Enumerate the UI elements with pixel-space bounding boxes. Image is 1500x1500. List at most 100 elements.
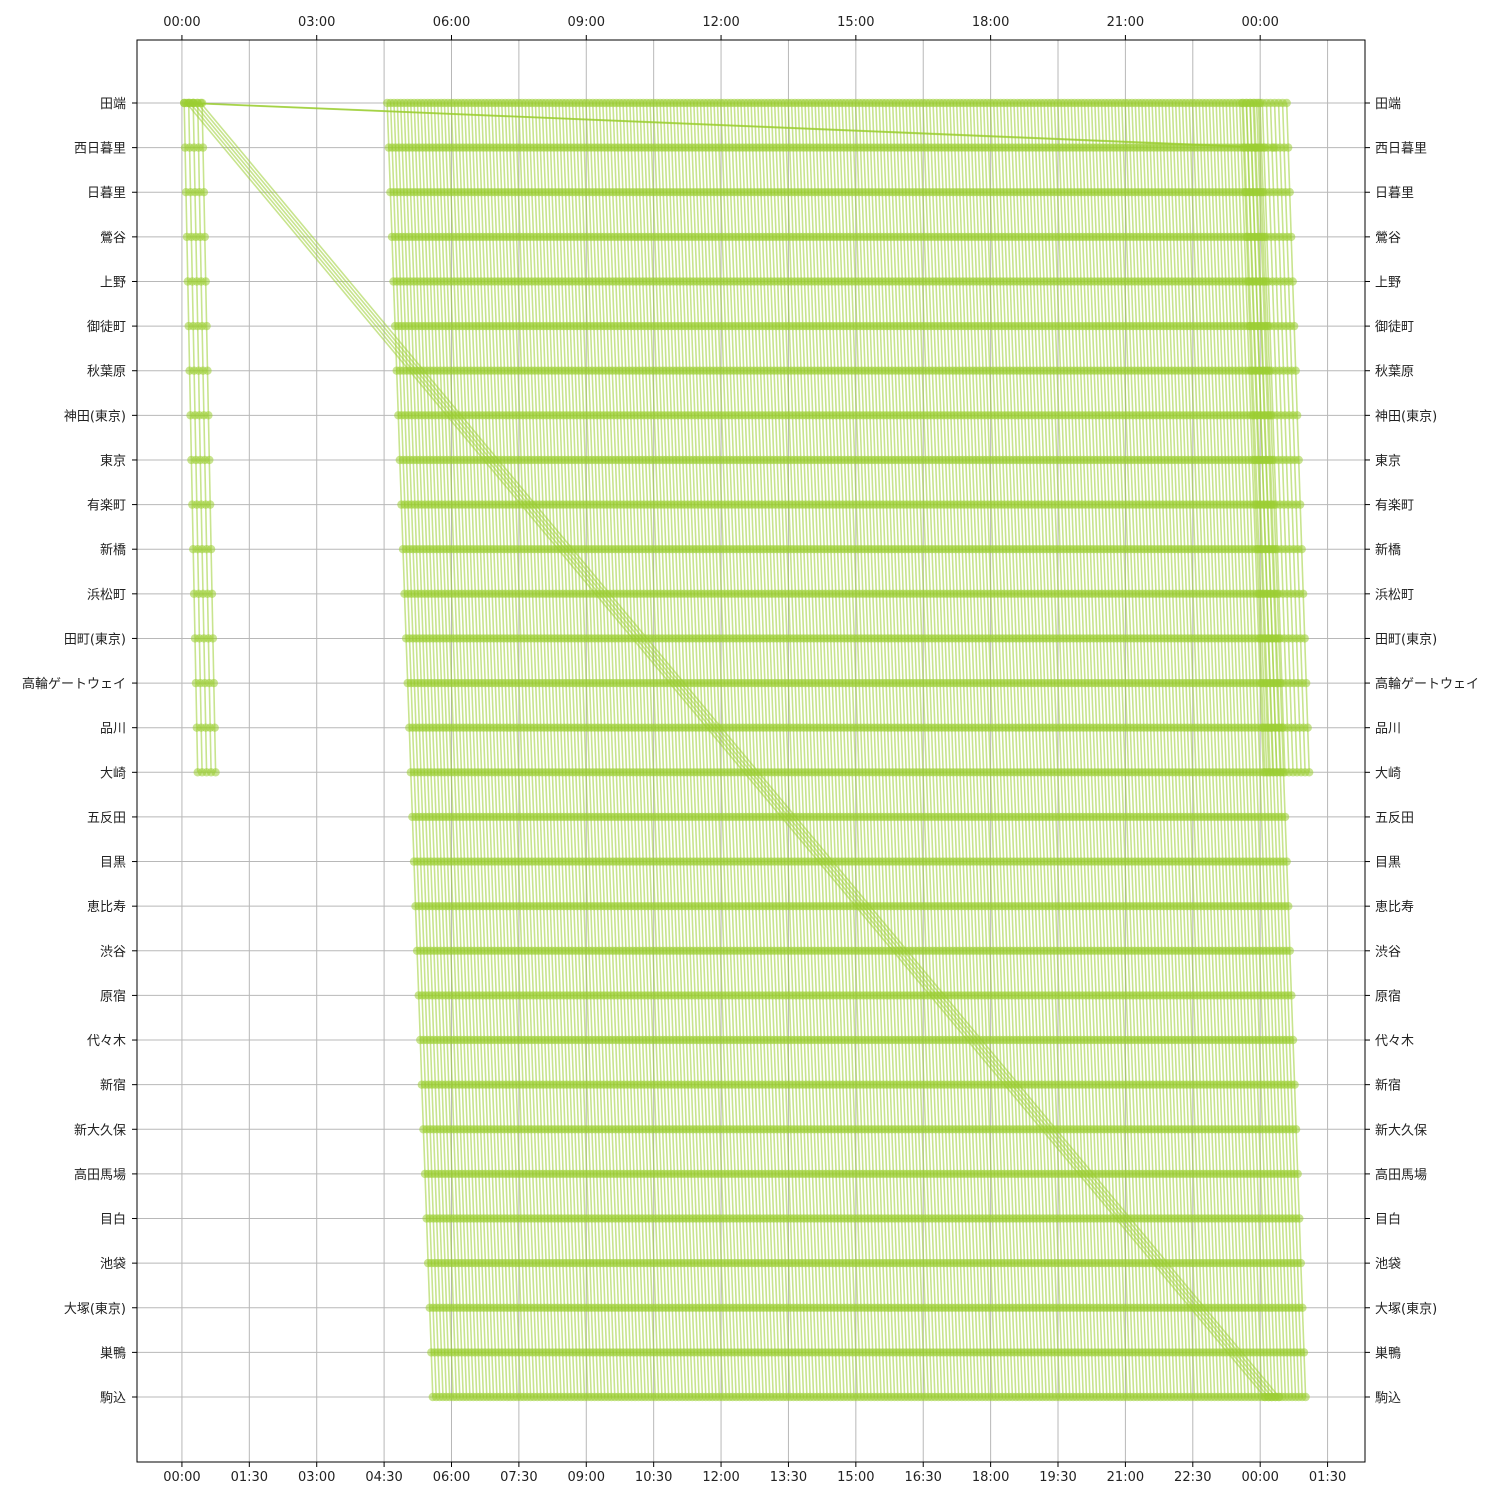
train-line [460,102,508,1398]
train-line [743,102,791,1398]
train-line [575,102,623,1398]
train-line [750,102,798,1398]
train-line [521,102,569,1398]
train-line [875,102,923,1398]
train-line [831,102,879,1398]
train-line [592,102,640,1398]
train-line [612,102,660,1398]
train-line [386,102,434,1398]
train-line [474,102,522,1398]
train-stop-point [203,366,212,375]
train-line [794,102,842,1398]
train-line [747,102,795,1398]
train-line [598,102,646,1398]
train-line [423,102,471,1398]
train-line [723,102,771,1398]
train-line [902,102,950,1398]
train-line [864,102,913,1398]
train-line [720,102,768,1398]
train-line [430,102,478,1398]
train-line [437,102,485,1398]
train-line [602,102,650,1398]
train-line [608,102,656,1398]
train-line [507,102,555,1398]
train-line [403,102,451,1398]
train-line [453,102,501,1398]
train-line [821,102,869,1398]
train-stop-point [206,545,216,554]
train-line [504,102,552,1398]
train-line [433,102,481,1398]
train-line [413,102,461,1398]
train-line [416,102,464,1398]
train-line [187,102,203,773]
train-line [477,102,525,1398]
train-line [538,102,586,1398]
train-line [733,102,781,1398]
train-line [470,102,518,1398]
train-line [841,102,889,1398]
train-stop-point [206,500,215,509]
train-line [457,102,505,1398]
train-line [804,102,852,1398]
train-line [571,102,619,1398]
train-line [844,102,892,1398]
train-line [554,102,603,1398]
train-line [561,102,609,1398]
train-line [851,102,899,1398]
train-line [389,102,437,1398]
train-line [854,102,902,1398]
train-line [399,102,448,1398]
train-line [618,102,667,1398]
train-line [740,102,788,1398]
train-line [885,102,933,1398]
train-line [888,102,936,1398]
train-line [652,102,700,1398]
train-line [649,102,697,1398]
train-line [497,102,545,1398]
train-line [773,102,822,1398]
train-line [908,102,956,1398]
train-line [410,102,458,1398]
train-line [706,102,754,1398]
train-line [514,102,562,1398]
train-line [467,102,515,1398]
train-line [588,102,636,1398]
train-line [753,102,801,1398]
train-line [790,102,838,1398]
train-line [629,102,677,1398]
train-line [196,102,212,773]
train-line [784,102,832,1398]
train-line [183,102,199,773]
train-line [639,102,687,1398]
train-line [662,102,710,1398]
train-stop-point [207,589,217,598]
train-line [797,102,845,1398]
train-line [807,102,855,1398]
train-line [891,102,940,1398]
train-line [490,102,539,1398]
train-line [881,102,929,1398]
train-line [824,102,872,1398]
train-line [440,102,488,1398]
train-stop-point [202,321,211,331]
train-stop-point [208,634,218,643]
train-line [905,102,953,1398]
train-line [393,102,441,1398]
train-line [767,102,815,1398]
train-line [565,102,613,1398]
train-line [760,102,808,1398]
train-stop-point [210,723,219,732]
train-line [568,102,616,1398]
train-stop-point [201,277,210,286]
train-line [450,102,498,1398]
train-line [642,102,690,1398]
train-line [871,102,919,1398]
train-line [672,102,721,1398]
train-line [585,102,633,1398]
train-line [895,102,943,1398]
train-stop-point [200,232,209,242]
train-stop-point [209,678,218,688]
train-line [201,102,217,773]
